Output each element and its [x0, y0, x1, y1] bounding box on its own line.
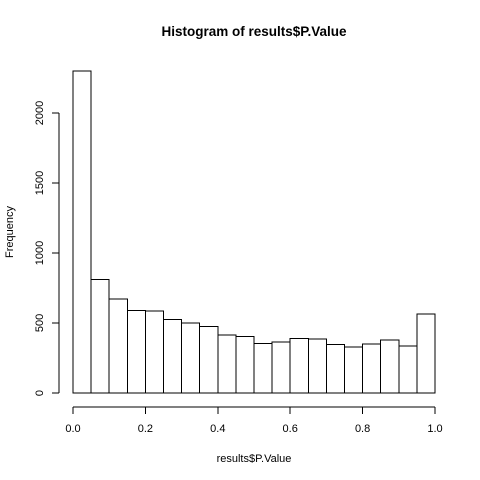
x-tick-label: 1.0 — [427, 423, 442, 435]
histogram-bar — [307, 338, 327, 394]
histogram-bar — [416, 313, 436, 394]
y-tick-label: 2000 — [34, 101, 46, 125]
histogram-bar — [126, 309, 146, 394]
y-axis: 0 500 1000 1500 2000 — [34, 101, 60, 396]
histogram-bar — [72, 70, 92, 394]
x-tick-label: 0.4 — [210, 423, 225, 435]
x-axis: 0.0 0.2 0.4 0.6 0.8 1.0 — [65, 406, 443, 435]
y-tick-label: 500 — [34, 314, 46, 332]
bars-group — [72, 70, 436, 394]
histogram-bar — [235, 335, 255, 394]
y-tick-label: 1500 — [34, 171, 46, 195]
histogram-bar — [344, 346, 364, 394]
histogram-bar — [271, 341, 291, 394]
y-tick-label: 1000 — [34, 241, 46, 265]
x-tick-label: 0.8 — [355, 423, 370, 435]
histogram-bar — [325, 344, 345, 394]
y-axis-label: Frequency — [4, 206, 16, 258]
histogram-bar — [144, 310, 164, 394]
x-tick-label: 0.2 — [138, 423, 153, 435]
histogram-bar — [253, 342, 273, 394]
histogram-bar — [380, 339, 400, 394]
y-tick-label: 0 — [34, 390, 46, 396]
histogram-bar — [90, 279, 110, 394]
x-tick-label: 0.0 — [65, 423, 80, 435]
histogram-bar — [199, 326, 219, 394]
histogram-bar — [398, 345, 418, 394]
histogram-bar — [289, 337, 309, 394]
histogram-bar — [181, 322, 201, 394]
histogram-bar — [163, 319, 183, 394]
x-axis-label: results$P.Value — [217, 453, 292, 465]
histogram-bar — [217, 334, 237, 394]
histogram-bar — [362, 343, 382, 394]
x-tick-label: 0.6 — [283, 423, 298, 435]
chart-title: Histogram of results$P.Value — [161, 24, 347, 39]
histogram-bar — [108, 298, 128, 394]
